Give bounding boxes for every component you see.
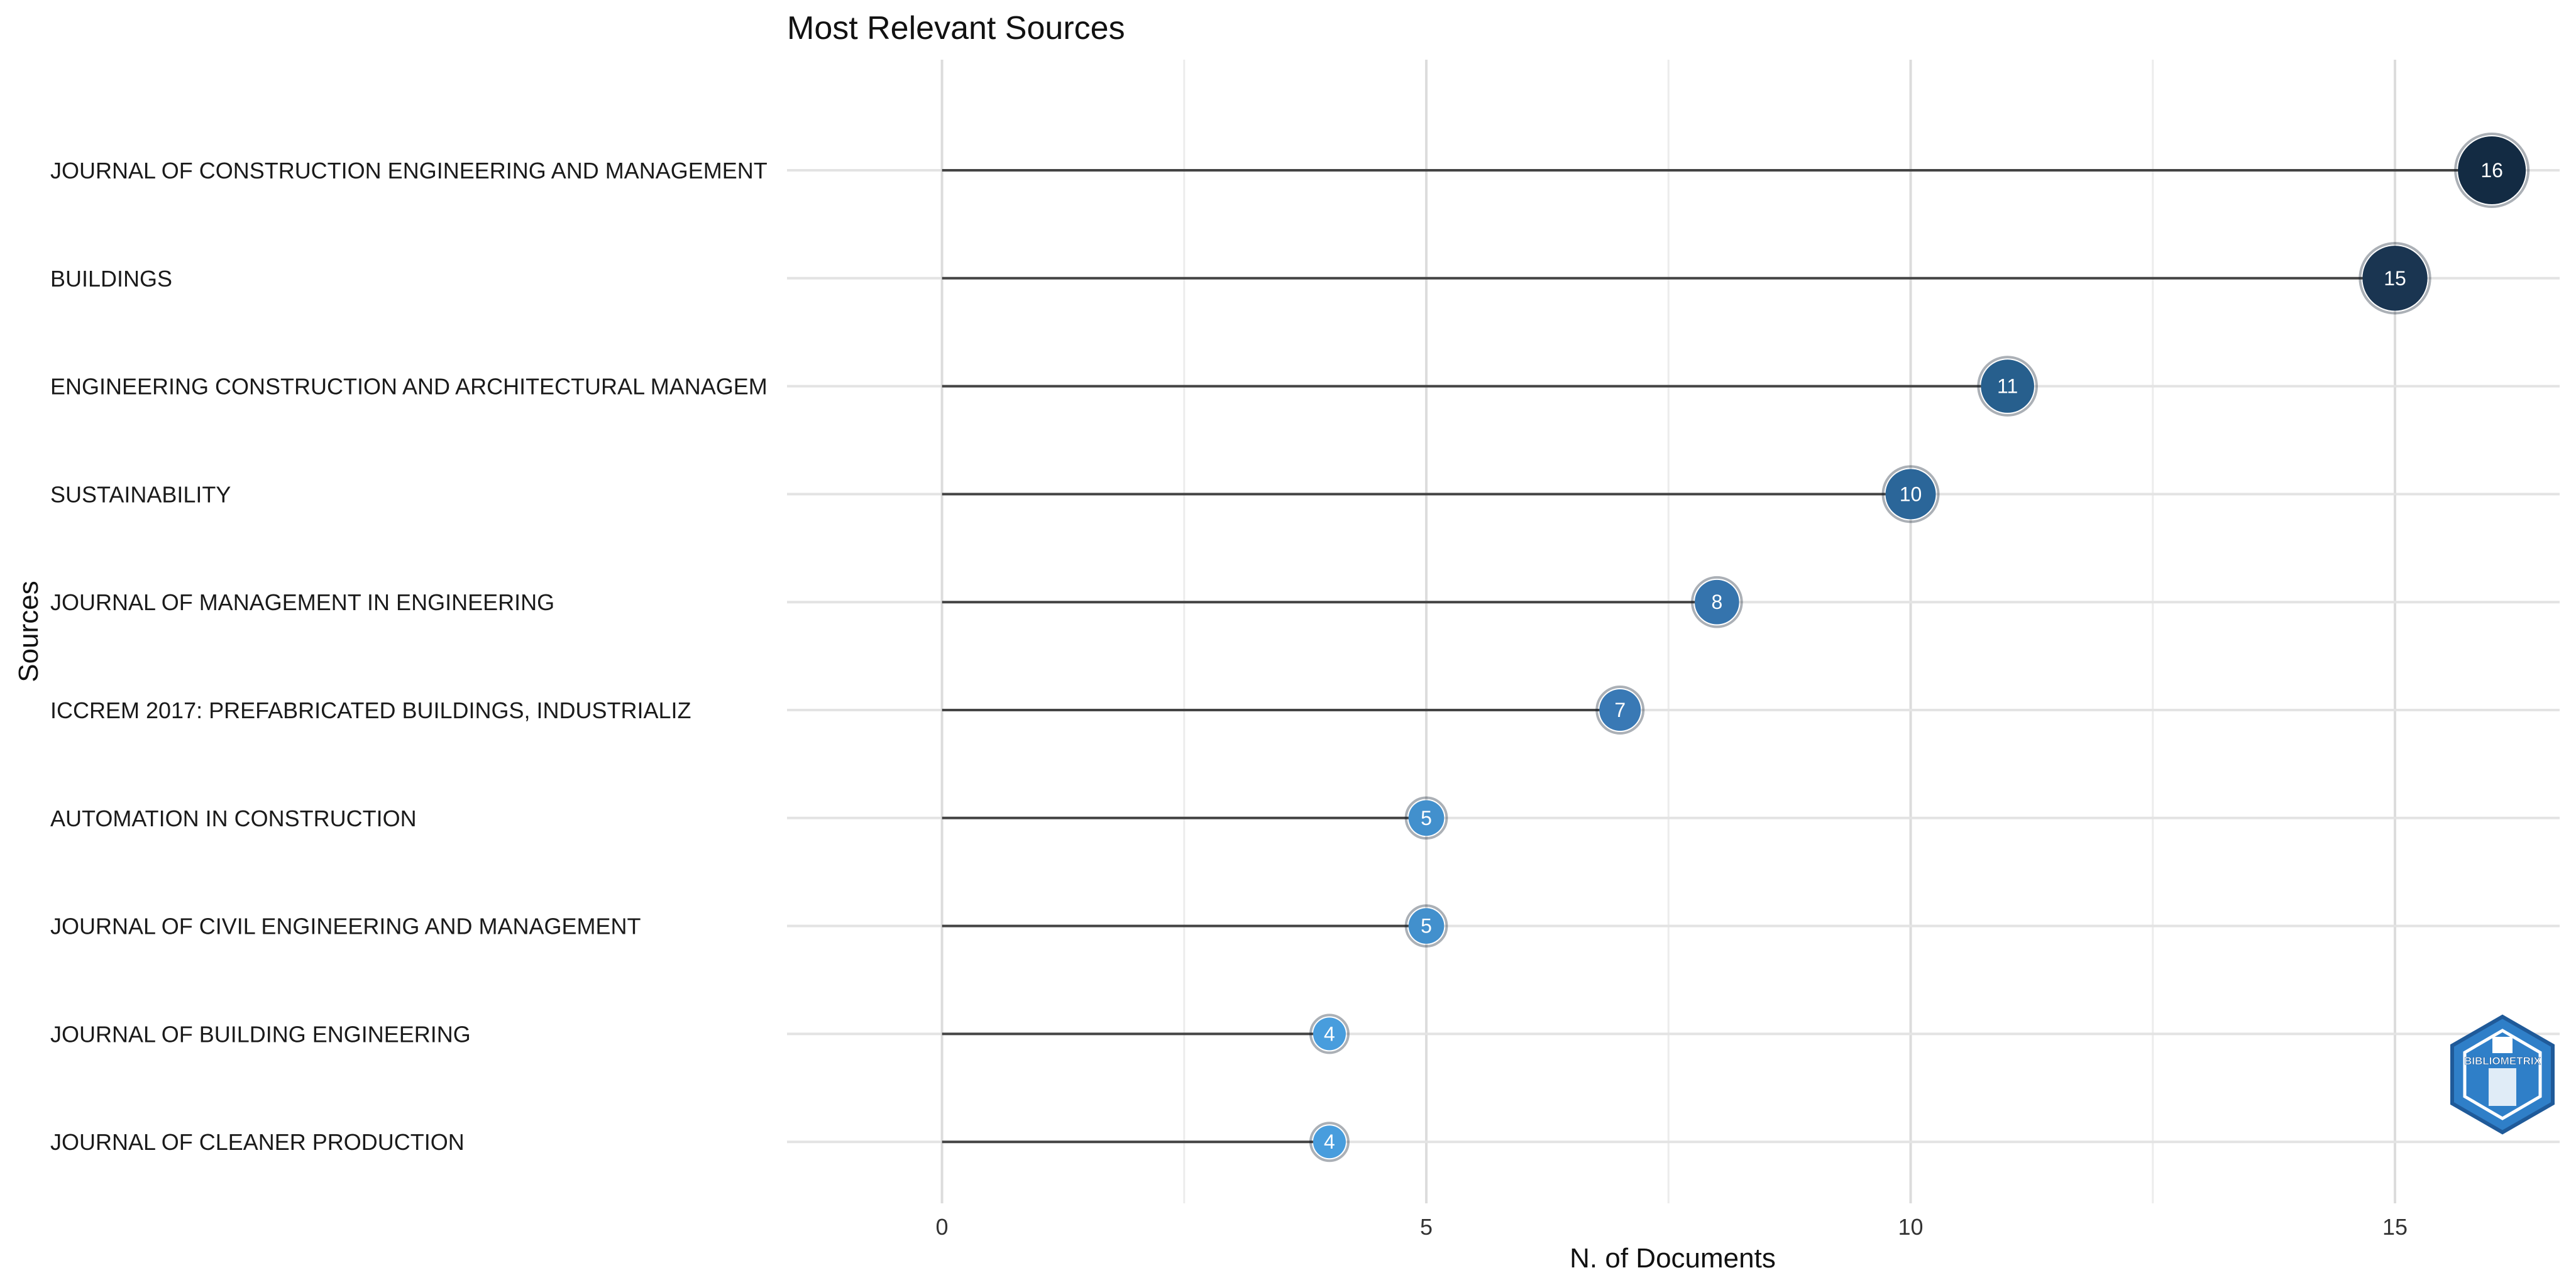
source-label: JOURNAL OF CIVIL ENGINEERING AND MANAGEM…: [50, 914, 641, 939]
point-outline: [1977, 356, 2038, 417]
data-label: 4: [1324, 1022, 1335, 1045]
data-point: [1408, 908, 1445, 944]
source-label: JOURNAL OF CONSTRUCTION ENGINEERING AND …: [50, 158, 768, 183]
source-label: JOURNAL OF CLEANER PRODUCTION: [50, 1129, 465, 1155]
data-label: 7: [1614, 699, 1626, 721]
x-axis-label: N. of Documents: [1570, 1243, 1776, 1274]
source-label: ENGINEERING CONSTRUCTION AND ARCHITECTUR…: [50, 374, 768, 400]
data-label: 11: [1997, 375, 2018, 398]
data-point: [2362, 246, 2428, 311]
lollipop-stems: [942, 169, 2492, 1144]
source-labels: JOURNAL OF CONSTRUCTION ENGINEERING AND …: [50, 158, 768, 1155]
data-point: [1885, 469, 1936, 520]
source-label: SUSTAINABILITY: [50, 481, 231, 507]
x-tick-label: 5: [1420, 1214, 1433, 1240]
point-outline: [1691, 576, 1743, 628]
source-label: AUTOMATION IN CONSTRUCTION: [50, 806, 417, 831]
y-axis-label: Sources: [13, 581, 44, 682]
data-label: 4: [1324, 1130, 1335, 1153]
grid: [787, 60, 2560, 1203]
data-label: 16: [2480, 159, 2503, 182]
point-outline: [1404, 796, 1448, 840]
x-tick-label: 10: [1898, 1214, 1924, 1240]
point-outline: [2454, 133, 2530, 208]
data-label: 5: [1421, 807, 1432, 829]
source-label: JOURNAL OF BUILDING ENGINEERING: [50, 1021, 471, 1047]
data-label: 10: [1900, 483, 1922, 505]
point-outline: [1309, 1122, 1350, 1162]
x-tick-labels: 0 5 10 15: [936, 1214, 2408, 1240]
point-outline: [1881, 465, 1940, 523]
data-point: [1408, 800, 1445, 836]
source-label: ICCREM 2017: PREFABRICATED BUILDINGS, IN…: [50, 697, 691, 723]
data-points: 16 15 11 10 8 7 5 5 4 4: [1309, 133, 2530, 1162]
point-outline: [1404, 904, 1448, 948]
bibliometrix-logo: BIBLIOMETRIX: [2450, 1014, 2555, 1135]
point-outline: [1595, 686, 1645, 735]
data-label: 8: [1711, 591, 1722, 613]
data-point: [1313, 1125, 1346, 1159]
logo-text: BIBLIOMETRIX: [2464, 1055, 2541, 1067]
data-point: [1599, 689, 1641, 731]
point-outline: [2359, 242, 2431, 315]
data-label: 5: [1421, 915, 1432, 938]
point-outline: [1309, 1014, 1350, 1054]
data-point: [1981, 359, 2034, 413]
x-tick-label: 15: [2382, 1214, 2408, 1240]
source-label: JOURNAL OF MANAGEMENT IN ENGINEERING: [50, 589, 554, 615]
source-label: BUILDINGS: [50, 266, 172, 292]
data-label: 15: [2384, 267, 2406, 290]
chart-title: Most Relevant Sources: [787, 10, 1125, 46]
data-point: [2458, 136, 2526, 204]
data-point: [1313, 1017, 1346, 1051]
data-point: [1695, 579, 1739, 625]
x-tick-label: 0: [936, 1214, 949, 1240]
